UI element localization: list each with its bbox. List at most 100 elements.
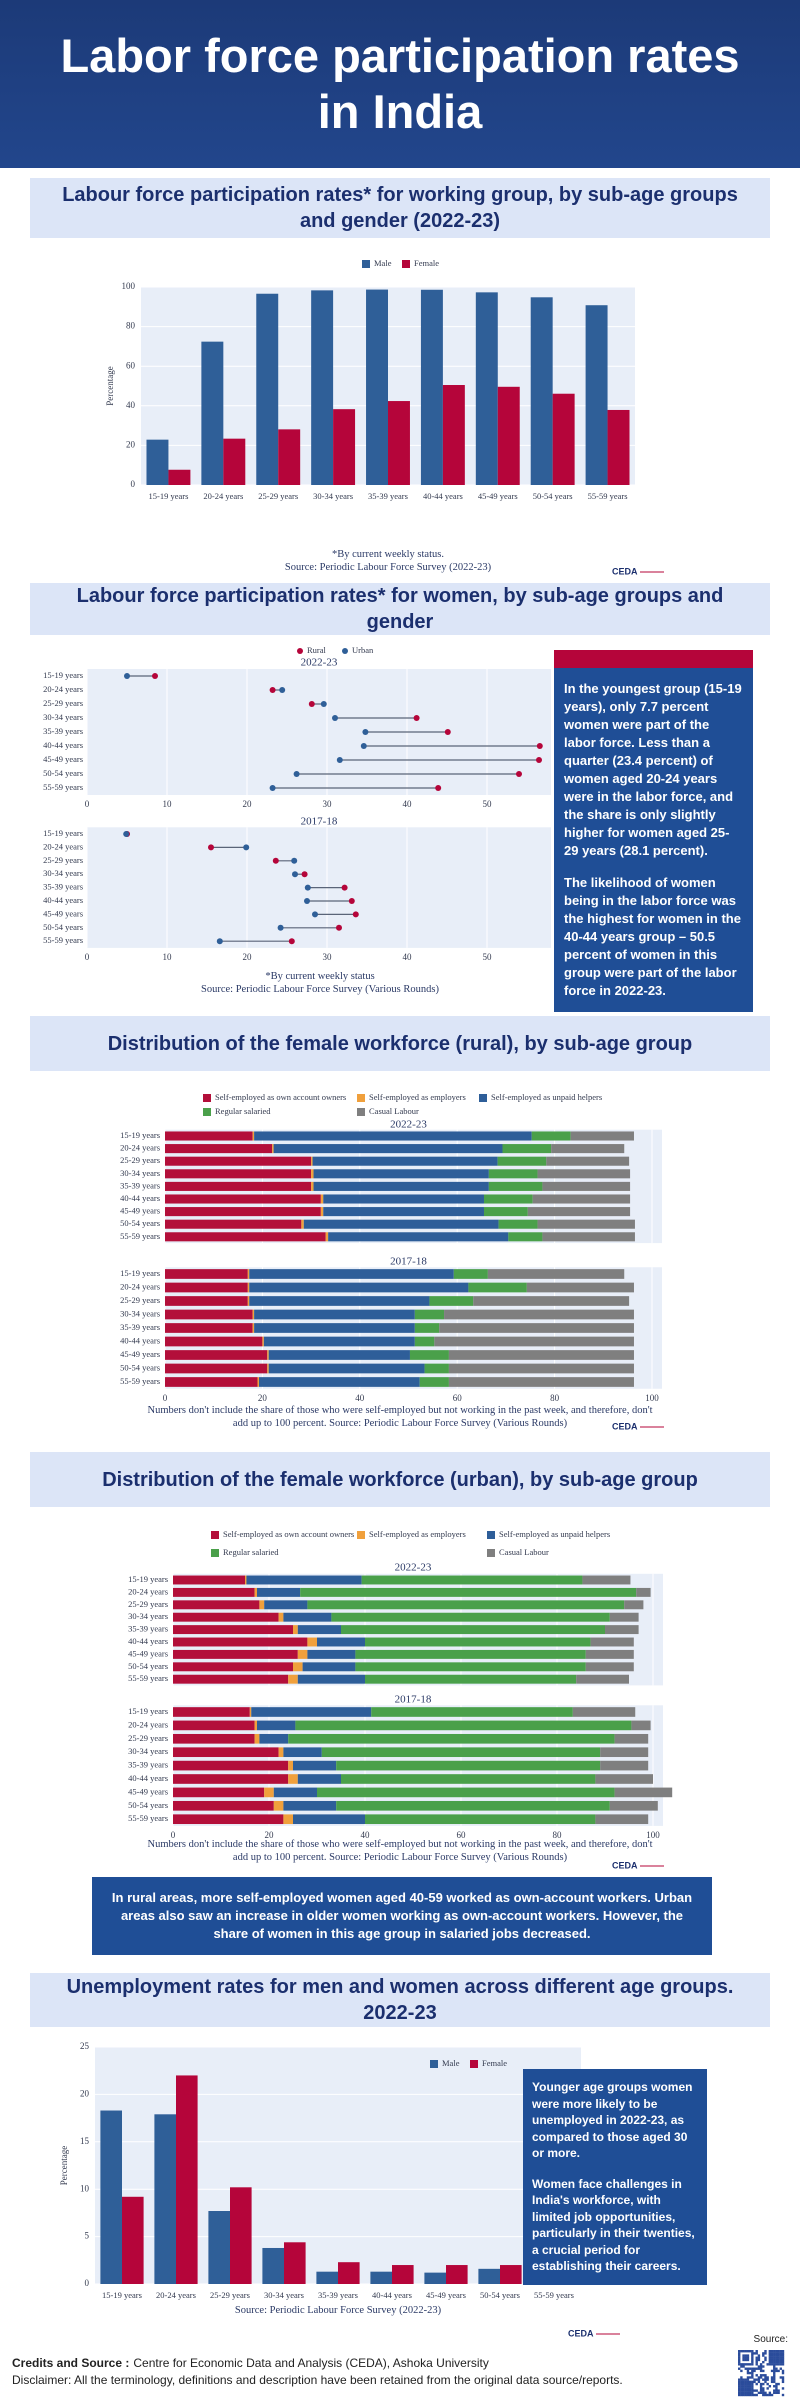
y-tick-label: 100 xyxy=(122,281,136,291)
qr-cell xyxy=(740,2385,743,2388)
y-tick-label: 50-54 years xyxy=(43,768,83,778)
x-tick-label: 20 xyxy=(258,1393,268,1403)
chart-title: Unemployment rates for men and women acr… xyxy=(30,1973,770,2027)
qr-cell xyxy=(740,2389,743,2392)
y-tick-label: 25 xyxy=(80,2041,90,2051)
legend-label: Regular salaried xyxy=(215,1106,271,1116)
bar-segment xyxy=(247,1296,250,1306)
qr-cell xyxy=(759,2376,763,2379)
qr-cell xyxy=(759,2385,763,2388)
y-tick-label: 20 xyxy=(126,439,136,449)
y-tick-label: 35-39 years xyxy=(128,1760,168,1770)
bar xyxy=(478,2268,500,2284)
qr-cell xyxy=(751,2360,754,2364)
qr-cell xyxy=(755,2352,758,2355)
bar xyxy=(392,2265,414,2284)
y-tick-label: 40-44 years xyxy=(43,895,83,905)
qr-cell xyxy=(757,2354,761,2357)
bar-segment xyxy=(502,1144,552,1154)
qr-cell xyxy=(738,2363,741,2366)
note: *By current weekly status. xyxy=(332,549,444,560)
bar-segment xyxy=(247,1282,250,1293)
y-tick-label: 40-44 years xyxy=(43,740,83,750)
dot xyxy=(320,701,327,707)
qr-cell xyxy=(781,2350,785,2353)
qr-cell xyxy=(738,2354,741,2357)
legend-label: Regular salaried xyxy=(223,1547,279,1557)
bar xyxy=(316,2271,338,2284)
qr-cell xyxy=(775,2391,778,2395)
qr-cell xyxy=(757,2367,761,2370)
qr-cell xyxy=(744,2354,747,2357)
bar-segment xyxy=(173,1733,255,1744)
bar xyxy=(530,297,553,485)
qr-cell xyxy=(757,2378,761,2381)
qr-cell xyxy=(740,2369,743,2373)
bar-segment xyxy=(173,1814,284,1825)
qr-cell xyxy=(740,2393,743,2397)
legend-swatch xyxy=(430,2060,438,2068)
bar xyxy=(256,293,279,485)
qr-cell xyxy=(779,2367,783,2370)
bar-segment xyxy=(268,1363,425,1374)
x-tick-label: 20-24 years xyxy=(203,491,243,501)
qr-cell xyxy=(751,2369,754,2373)
qr-cell xyxy=(775,2354,778,2357)
bar-segment xyxy=(307,1600,625,1610)
qr-cell xyxy=(781,2393,785,2397)
y-tick-label: 10 xyxy=(80,2183,90,2193)
y-tick-label: 25-29 years xyxy=(120,1295,160,1305)
qr-cell xyxy=(757,2356,761,2359)
legend-swatch xyxy=(211,1549,219,1557)
qr-cell xyxy=(777,2352,780,2355)
bar-segment xyxy=(572,1707,636,1717)
note: *By current weekly status xyxy=(265,971,375,982)
bar-segment xyxy=(585,1649,634,1659)
qr-cell xyxy=(762,2391,765,2395)
qr-cell xyxy=(751,2376,754,2379)
bar-segment xyxy=(328,1232,509,1242)
bar-segment xyxy=(414,1323,440,1333)
qr-cell xyxy=(777,2389,780,2392)
qr-cell xyxy=(744,2380,747,2384)
dot xyxy=(124,673,130,679)
legend-label: Female xyxy=(414,258,439,268)
qr-cell xyxy=(755,2367,758,2370)
y-tick-label: 50-54 years xyxy=(128,1661,168,1671)
bar-segment xyxy=(488,1181,543,1191)
chart-notes: *By current weekly status. Source: Period… xyxy=(138,548,638,574)
qr-cell xyxy=(753,2378,756,2381)
qr-cell xyxy=(773,2363,776,2366)
qr-cell xyxy=(781,2356,785,2359)
bar-segment xyxy=(311,1181,314,1191)
bar-segment xyxy=(273,1800,284,1811)
bar xyxy=(230,2187,252,2284)
bar-segment xyxy=(254,1323,415,1333)
bar-segment xyxy=(254,1309,415,1320)
legend-swatch xyxy=(357,1531,365,1539)
bar xyxy=(100,2110,122,2284)
bar-segment xyxy=(165,1363,268,1374)
dot xyxy=(435,785,442,791)
qr-cell xyxy=(766,2376,769,2379)
dot xyxy=(360,743,367,749)
bar-segment xyxy=(263,1336,415,1347)
qr-cell xyxy=(753,2367,756,2370)
y-tick-label: 15-19 years xyxy=(43,670,83,680)
x-tick-label: 60 xyxy=(453,1393,463,1403)
y-tick-label: 40-44 years xyxy=(128,1773,168,1783)
qr-cell xyxy=(742,2393,745,2397)
qr-cell xyxy=(777,2391,780,2395)
qr-cell xyxy=(773,2376,776,2379)
bar-segment xyxy=(487,1269,625,1279)
qr-cell xyxy=(751,2363,754,2366)
bar-segment xyxy=(165,1336,263,1347)
logo: CEDA xyxy=(612,1421,638,1431)
dot xyxy=(413,715,420,721)
bar-segment xyxy=(165,1350,268,1360)
bar-segment xyxy=(173,1637,308,1647)
dot xyxy=(208,844,214,851)
qr-cell xyxy=(781,2354,785,2357)
dot xyxy=(277,924,284,931)
